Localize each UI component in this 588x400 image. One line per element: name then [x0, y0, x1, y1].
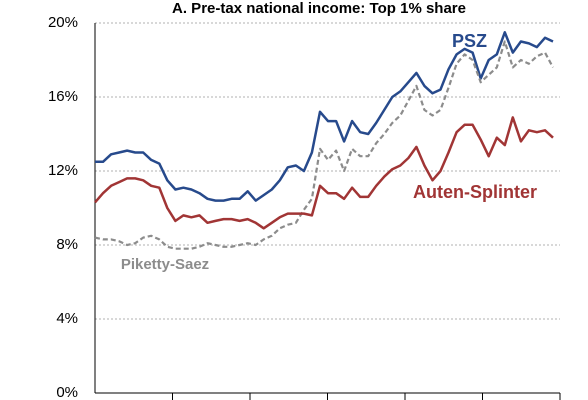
series-label: Piketty-Saez [121, 256, 209, 273]
series-line [94, 40, 554, 250]
y-tick-label: 8% [56, 236, 78, 253]
series-label: PSZ [452, 31, 487, 51]
series-label: Auten-Splinter [413, 182, 537, 202]
series-line [94, 116, 554, 230]
y-tick-label: 4% [56, 310, 78, 327]
y-tick-label: 12% [48, 162, 78, 179]
chart-title: A. Pre-tax national income: Top 1% share [172, 0, 466, 17]
y-tick-label: 16% [48, 88, 78, 105]
y-tick-label: 20% [48, 14, 78, 31]
y-tick-label: 0% [56, 384, 78, 400]
series-line [95, 31, 554, 202]
